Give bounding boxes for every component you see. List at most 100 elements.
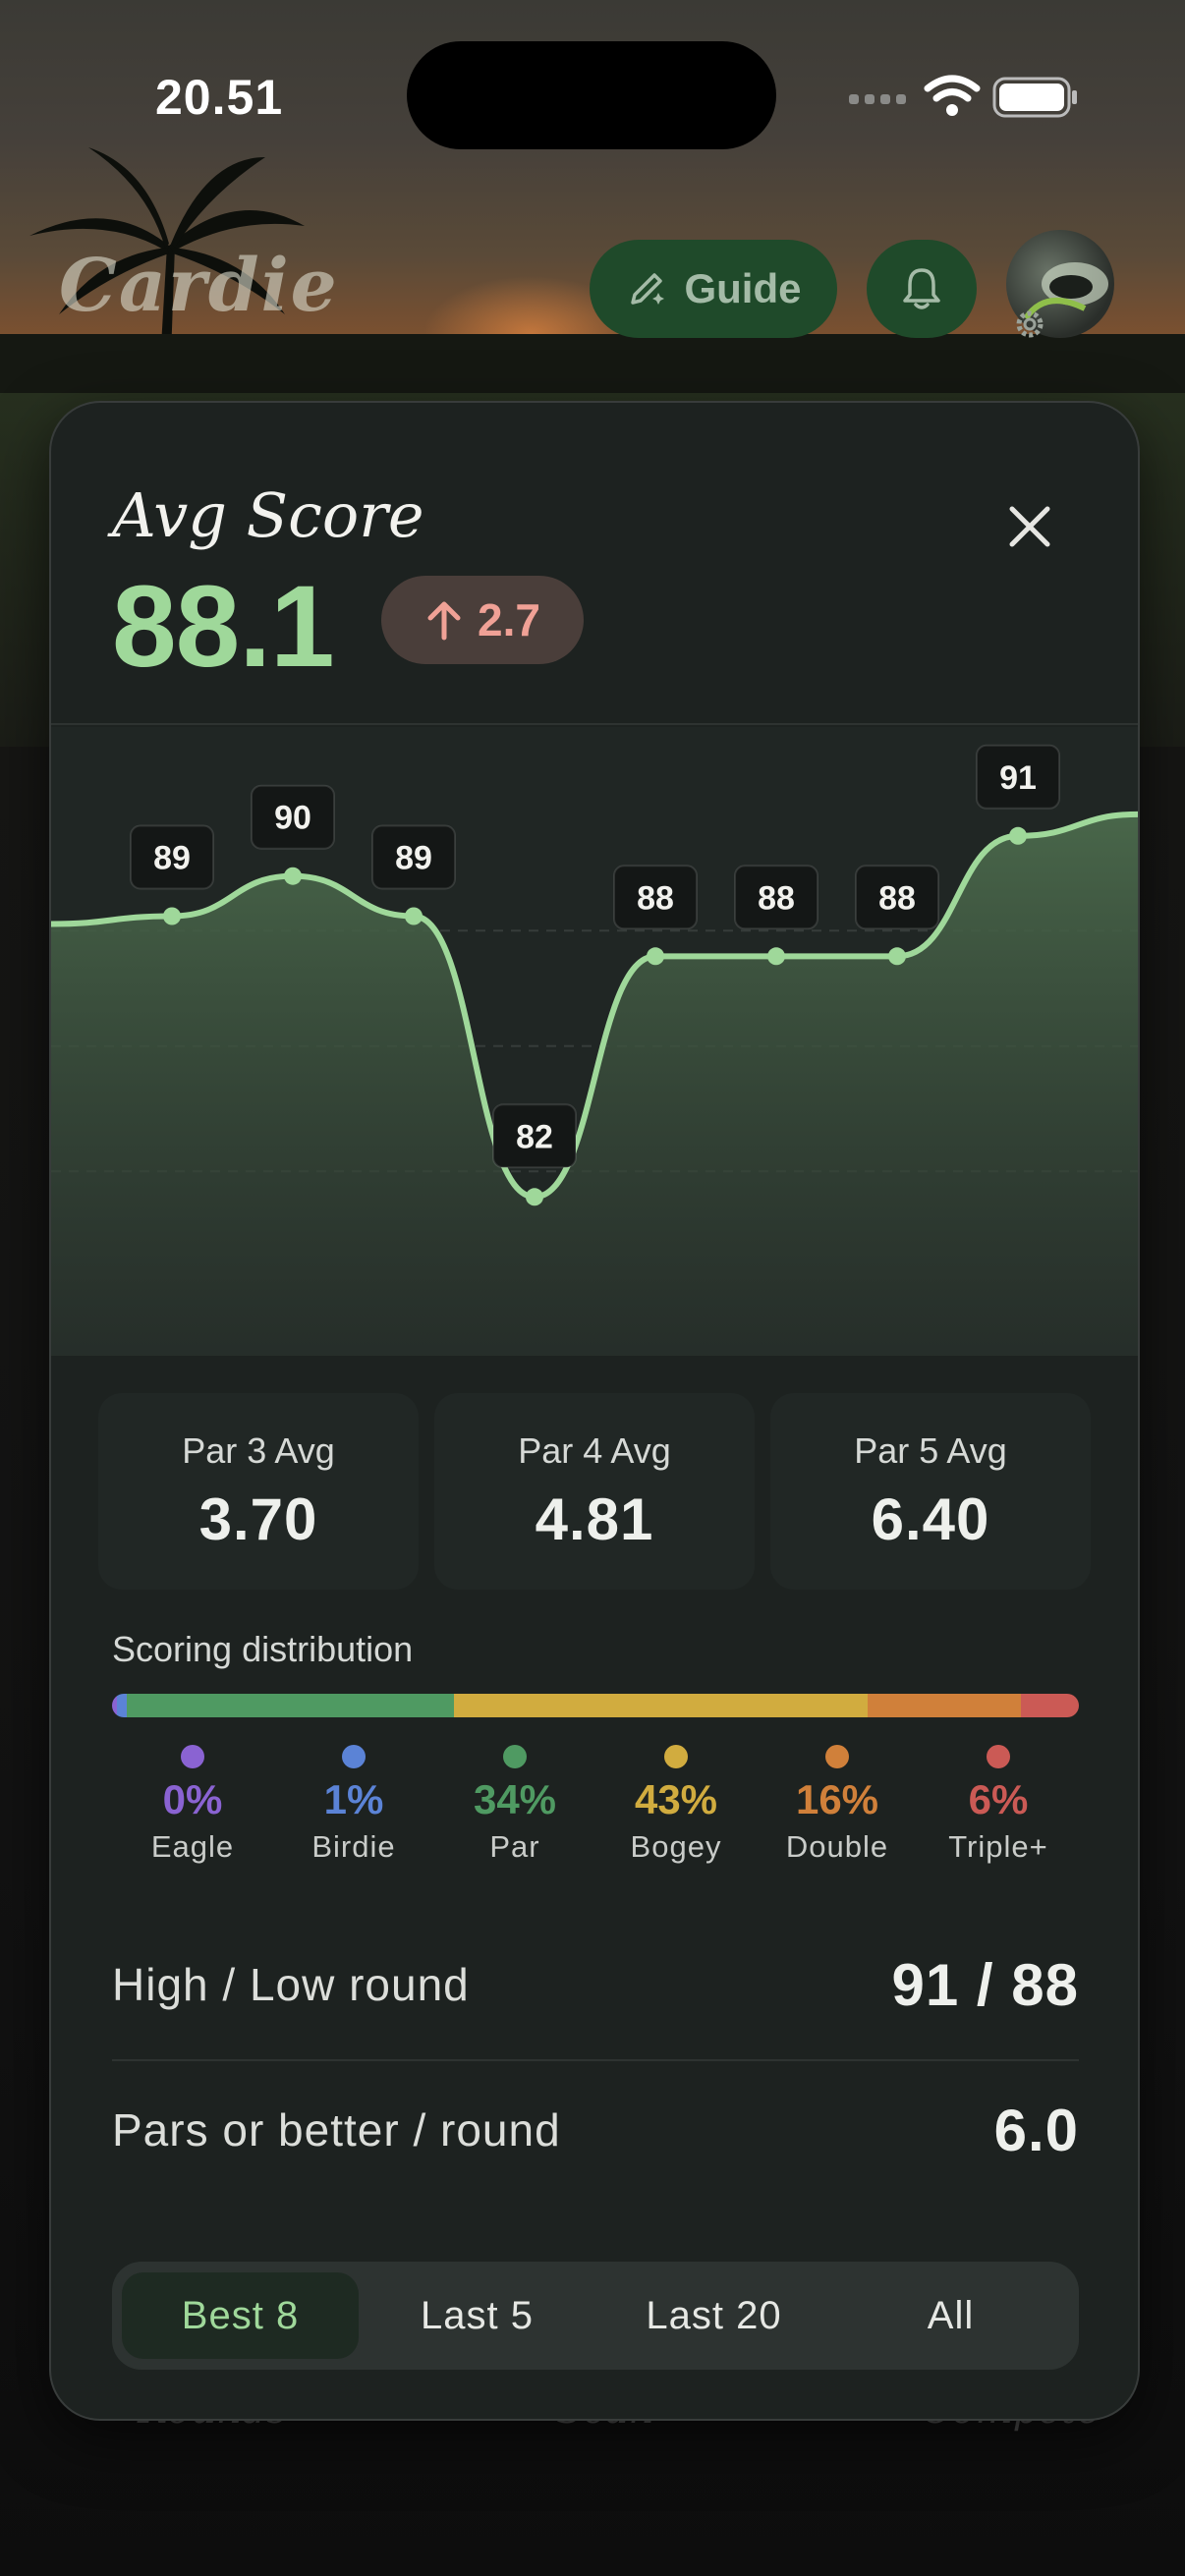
header-divider [51,723,1138,725]
score-trend-chart: 89 90 89 82 88 88 88 91 [51,727,1138,1356]
legend-name-triple: Triple+ [948,1829,1048,1864]
high-low-row: High / Low round 91 / 88 [112,1935,1079,2034]
app-brand-logo: Cardie [59,244,339,328]
legend-eagle: 0% Eagle [112,1745,273,1882]
high-low-label: High / Low round [112,1959,470,2010]
wifi-icon [924,75,981,102]
chart-data-label-1: 89 [153,840,191,877]
chart-label-box-4 [492,1103,577,1169]
legend-dot-triple [987,1745,1010,1768]
chart-label-box-2 [251,784,335,850]
par5-avg-label: Par 5 Avg [854,1429,1007,1471]
pars-or-better-value: 6.0 [993,2097,1079,2163]
legend-pct-double: 16% [795,1776,879,1822]
range-segmented-control: Best 8 Last 5 Last 20 All [112,2262,1079,2370]
status-icons [849,75,1077,118]
guide-button-label: Guide [684,265,802,311]
legend-birdie: 1% Birdie [273,1745,434,1882]
distribution-segment-birdie [116,1694,127,1717]
distribution-legend: 0% Eagle 1% Birdie 34% Par 43% Bogey 16%… [112,1745,1079,1882]
legend-pct-bogey: 43% [634,1776,718,1822]
segment-all[interactable]: All [927,2293,975,2337]
segment-last-20[interactable]: Last 20 [646,2293,782,2337]
par3-avg-label: Par 3 Avg [182,1429,335,1471]
guide-button[interactable]: Guide [590,240,837,338]
chart-label-box-3 [371,824,456,890]
chart-point-7 [888,947,906,966]
avatar[interactable] [1006,230,1114,338]
legend-dot-birdie [342,1745,366,1768]
chart-label-box-7 [855,865,939,930]
par5-avg-value: 6.40 [871,1485,990,1552]
delta-badge: 2.7 [381,576,584,664]
stats-divider [112,2059,1079,2061]
legend-pct-par: 34% [473,1776,557,1822]
chart-data-label-6: 88 [758,879,795,917]
card-title: Avg Score [112,479,424,551]
battery-icon [992,77,1077,118]
distribution-segment-eagle [112,1694,117,1717]
par5-avg-card: Par 5 Avg 6.40 [770,1393,1091,1590]
tree-line [0,334,1185,403]
legend-name-double: Double [785,1829,889,1864]
chart-label-box-8 [976,744,1060,810]
legend-pct-birdie: 1% [323,1776,384,1822]
legend-dot-eagle [181,1745,204,1768]
chart-point-1 [163,907,181,925]
segment-best-8[interactable]: Best 8 [122,2272,359,2359]
avatar-image [1023,262,1108,320]
close-icon[interactable] [1000,497,1059,556]
chart-data-label-8: 91 [999,759,1037,797]
legend-triple: 6% Triple+ [918,1745,1079,1882]
arrow-up-icon [427,601,461,641]
cellular-icon [849,94,906,104]
chart-data-label-7: 88 [878,879,916,917]
distribution-segment-triple [1021,1694,1079,1717]
legend-par: 34% Par [434,1745,595,1882]
avg-score-card: Avg Score 88.1 2.7 89 90 89 82 88 88 88 91 Par … [49,401,1140,2421]
chart-point-5 [647,947,664,966]
chart-point-8 [1009,826,1027,845]
distribution-segment-double [867,1694,1022,1717]
legend-double: 16% Double [757,1745,918,1882]
chart-label-box-1 [130,824,214,890]
legend-name-birdie: Birdie [311,1829,396,1864]
chart-data-label-2: 90 [274,800,311,837]
chart-label-box-5 [613,865,698,930]
chart-point-2 [284,867,302,885]
chart-data-label-4: 82 [516,1118,553,1155]
gear-icon[interactable] [1012,307,1047,342]
legend-pct-eagle: 0% [162,1776,223,1822]
par4-avg-value: 4.81 [535,1485,654,1552]
bell-icon [903,268,940,309]
chart-data-label-3: 89 [395,840,432,877]
legend-name-par: Par [489,1829,540,1864]
legend-dot-par [503,1745,527,1768]
legend-pct-triple: 6% [968,1776,1029,1822]
distribution-bar [112,1694,1079,1717]
par-averages: Par 3 Avg 3.70 Par 4 Avg 4.81 Par 5 Avg … [98,1393,1091,1590]
chart-point-3 [405,907,423,925]
chart-data-label-5: 88 [637,879,674,917]
distribution-segment-par [126,1694,454,1717]
pen-sparkle-icon [631,273,665,305]
avg-score-value: 88.1 [112,562,335,692]
distribution-title: Scoring distribution [112,1629,414,1669]
segment-last-5[interactable]: Last 5 [421,2293,534,2337]
chart-line [51,811,1138,1201]
par4-avg-label: Par 4 Avg [518,1429,671,1471]
legend-dot-bogey [664,1745,688,1768]
pars-or-better-row: Pars or better / round 6.0 [112,2081,1079,2179]
par3-avg-card: Par 3 Avg 3.70 [98,1393,419,1590]
notifications-button[interactable] [867,240,977,338]
chart-point-4 [526,1188,543,1206]
score-trend-svg: 89 90 89 82 88 88 88 91 [51,744,1138,1356]
legend-name-bogey: Bogey [630,1829,722,1864]
legend-bogey: 43% Bogey [595,1745,757,1882]
par3-avg-value: 3.70 [198,1485,318,1552]
legend-name-eagle: Eagle [150,1829,235,1864]
chart-label-box-6 [734,865,818,930]
legend-dot-double [825,1745,849,1768]
distribution-segment-bogey [453,1694,868,1717]
par4-avg-card: Par 4 Avg 4.81 [434,1393,755,1590]
